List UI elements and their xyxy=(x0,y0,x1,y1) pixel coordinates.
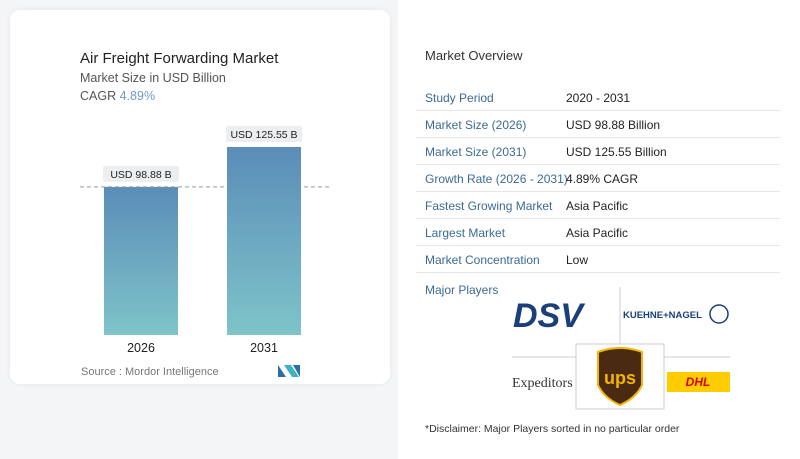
svg-text:ups: ups xyxy=(604,368,636,388)
overview-row: Fastest Growing Market Asia Pacific xyxy=(416,192,780,219)
source: Source : Mordor Intelligence xyxy=(81,366,219,378)
row-value: 4.89% CAGR xyxy=(566,172,639,186)
major-players-label: Major Players xyxy=(425,283,499,297)
cagr-label: CAGR xyxy=(80,89,117,103)
logo-dsv: DSV xyxy=(513,297,586,335)
row-value: USD 98.88 Billion xyxy=(566,118,661,132)
bar-2026 xyxy=(104,186,178,335)
row-value: USD 125.55 Billion xyxy=(566,145,667,159)
chart-card xyxy=(10,10,390,384)
svg-text:DHL: DHL xyxy=(686,375,711,389)
row-value: 2020 - 2031 xyxy=(566,91,631,105)
row-value: Asia Pacific xyxy=(566,199,629,213)
data-label-bg xyxy=(103,165,179,182)
logo-kuehne-nagel: KUEHNE+NAGEL xyxy=(623,310,702,321)
overview-row: Growth Rate (2026 - 2031) 4.89% CAGR xyxy=(416,165,780,192)
logo-ups xyxy=(597,347,643,407)
x-tick-label: 2031 xyxy=(250,341,278,355)
cagr: CAGR 4.89% xyxy=(80,89,155,103)
chart-subtitle: Market Size in USD Billion xyxy=(80,71,226,85)
row-label: Market Size (2031) xyxy=(425,145,527,159)
row-label: Largest Market xyxy=(425,226,506,240)
row-label: Fastest Growing Market xyxy=(425,199,553,213)
x-tick-label: 2026 xyxy=(127,341,155,355)
row-label: Market Size (2026) xyxy=(425,118,527,132)
row-value: Asia Pacific xyxy=(566,226,629,240)
bar-2031 xyxy=(227,147,301,335)
chart-title: Air Freight Forwarding Market xyxy=(80,50,279,67)
overview-row: Study Period 2020 - 2031 xyxy=(416,84,780,111)
overview-row: Market Size (2026) USD 98.88 Billion xyxy=(416,111,780,138)
bar-chart: USD 98.88 B 2026 USD 125.55 B 2031 xyxy=(80,126,330,355)
data-label: USD 98.88 B xyxy=(110,169,171,181)
data-label: USD 125.55 B xyxy=(230,129,297,141)
overview-row: Market Concentration Low xyxy=(416,246,780,273)
overview-row: Market Size (2031) USD 125.55 Billion xyxy=(416,138,780,165)
row-label: Market Concentration xyxy=(425,253,540,267)
row-label: Study Period xyxy=(425,91,494,105)
cagr-value: 4.89% xyxy=(119,89,156,103)
overview-row: Largest Market Asia Pacific xyxy=(416,219,780,246)
overview-title: Market Overview xyxy=(425,48,523,63)
logo-dhl xyxy=(667,372,730,392)
disclaimer: *Disclaimer: Major Players sorted in no … xyxy=(425,423,680,435)
row-value: Low xyxy=(566,253,589,267)
data-label-bg xyxy=(226,126,302,142)
row-label: Growth Rate (2026 - 2031) xyxy=(425,172,568,186)
logo-expeditors: Expeditors xyxy=(512,376,573,391)
